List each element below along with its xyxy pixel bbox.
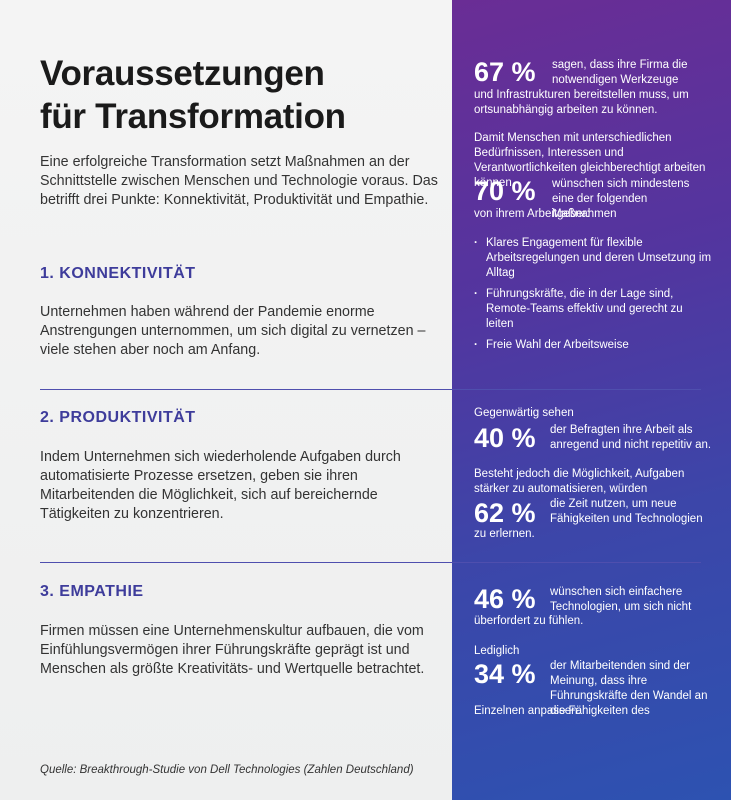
left-panel xyxy=(0,0,452,800)
measures-list: Klares Engagement für flexible Arbeitsre… xyxy=(472,236,712,359)
source-note: Quelle: Breakthrough-Studie von Dell Tec… xyxy=(40,764,414,776)
stat-lead-62: Besteht jedoch die Möglichkeit, Aufgaben… xyxy=(474,468,685,495)
stat-text-62-cont: zu erlernen. xyxy=(474,528,535,540)
title-line-2: für Transformation xyxy=(40,97,346,136)
stat-value-34: 34 % xyxy=(474,659,536,689)
section-heading-produktivitaet: 2. PRODUKTIVITÄT xyxy=(40,409,196,426)
stat-text-62: die Zeit nutzen, um neue Fähigkeiten und… xyxy=(550,498,703,525)
stat-text-34-cont: Einzelnen anpassen. xyxy=(474,705,581,717)
stat-lead-70: Damit Menschen mit unterschiedlichen Bed… xyxy=(474,132,706,189)
title-line-1: Voraussetzungen xyxy=(40,54,325,93)
stat-text-67: sagen, dass ihre Firma die notwendigen W… xyxy=(552,59,688,86)
stat-lead-40: Gegenwärtig sehen xyxy=(474,407,574,419)
list-item: Freie Wahl der Arbeitsweise xyxy=(472,338,712,353)
stat-value-46: 46 % xyxy=(474,584,536,614)
section-body-konnektivitaet: Unternehmen haben während der Pandemie e… xyxy=(40,304,426,358)
stat-text-70: wünschen sich mindestens eine der folgen… xyxy=(552,178,690,220)
stat-value-62: 62 % xyxy=(474,498,536,528)
intro-text: Eine erfolgreiche Transformation setzt M… xyxy=(40,154,438,208)
stat-text-67-cont: und Infrastrukturen bereitstellen muss, … xyxy=(474,89,689,116)
divider xyxy=(40,389,701,390)
section-body-produktivitaet: Indem Unternehmen sich wiederholende Auf… xyxy=(40,449,401,522)
stats-panel xyxy=(452,0,731,800)
list-item: Führungskräfte, die in der Lage sind, Re… xyxy=(472,287,712,332)
page-title: Voraussetzungen für Transformation xyxy=(40,52,346,138)
stat-text-46: wünschen sich einfachere Technologien, u… xyxy=(550,586,692,613)
stat-value-70: 70 % xyxy=(474,176,536,206)
stat-value-67: 67 % xyxy=(474,57,536,87)
list-item: Klares Engagement für flexible Arbeitsre… xyxy=(472,236,712,281)
stat-value-40: 40 % xyxy=(474,423,536,453)
section-heading-empathie: 3. EMPATHIE xyxy=(40,583,144,600)
stat-text-40: der Befragten ihre Arbeit als anregend u… xyxy=(550,424,712,451)
divider xyxy=(40,562,701,563)
stat-lead-34: Lediglich xyxy=(474,645,520,657)
stat-text-46-cont: überfordert zu fühlen. xyxy=(474,615,584,627)
stat-text-34: der Mitarbeitenden sind der Meinung, das… xyxy=(550,660,708,717)
section-body-empathie: Firmen müssen eine Unternehmenskultur au… xyxy=(40,623,425,677)
stat-text-70-cont: von ihrem Arbeitgeber: xyxy=(474,208,590,220)
section-heading-konnektivitaet: 1. KONNEKTIVITÄT xyxy=(40,265,196,282)
